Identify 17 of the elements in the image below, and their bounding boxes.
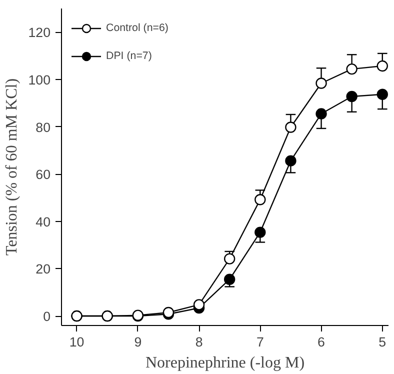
x-tick-label: 6 xyxy=(318,334,325,350)
legend-label: Control (n=6) xyxy=(106,22,168,34)
y-tick-label: 20 xyxy=(36,262,51,277)
x-tick-label: 10 xyxy=(69,334,84,350)
y-tick-label: 80 xyxy=(36,120,51,135)
y-tick-label: 40 xyxy=(36,214,51,230)
x-axis-title: Norepinephrine (-log M) xyxy=(145,354,305,372)
x-tick-label: 7 xyxy=(256,334,264,350)
x-tick-label: 8 xyxy=(195,334,203,350)
y-tick-label: 0 xyxy=(43,309,51,324)
y-axis-title: Tension (% of 60 mM KCl) xyxy=(3,78,20,256)
x-tick-label: 9 xyxy=(134,334,142,350)
y-tick-label: 60 xyxy=(36,167,51,182)
y-tick-label: 100 xyxy=(28,72,51,88)
x-tick-label: 5 xyxy=(378,334,386,350)
legend-label: DPI (n=7) xyxy=(106,50,152,62)
y-tick-label: 120 xyxy=(28,25,51,40)
